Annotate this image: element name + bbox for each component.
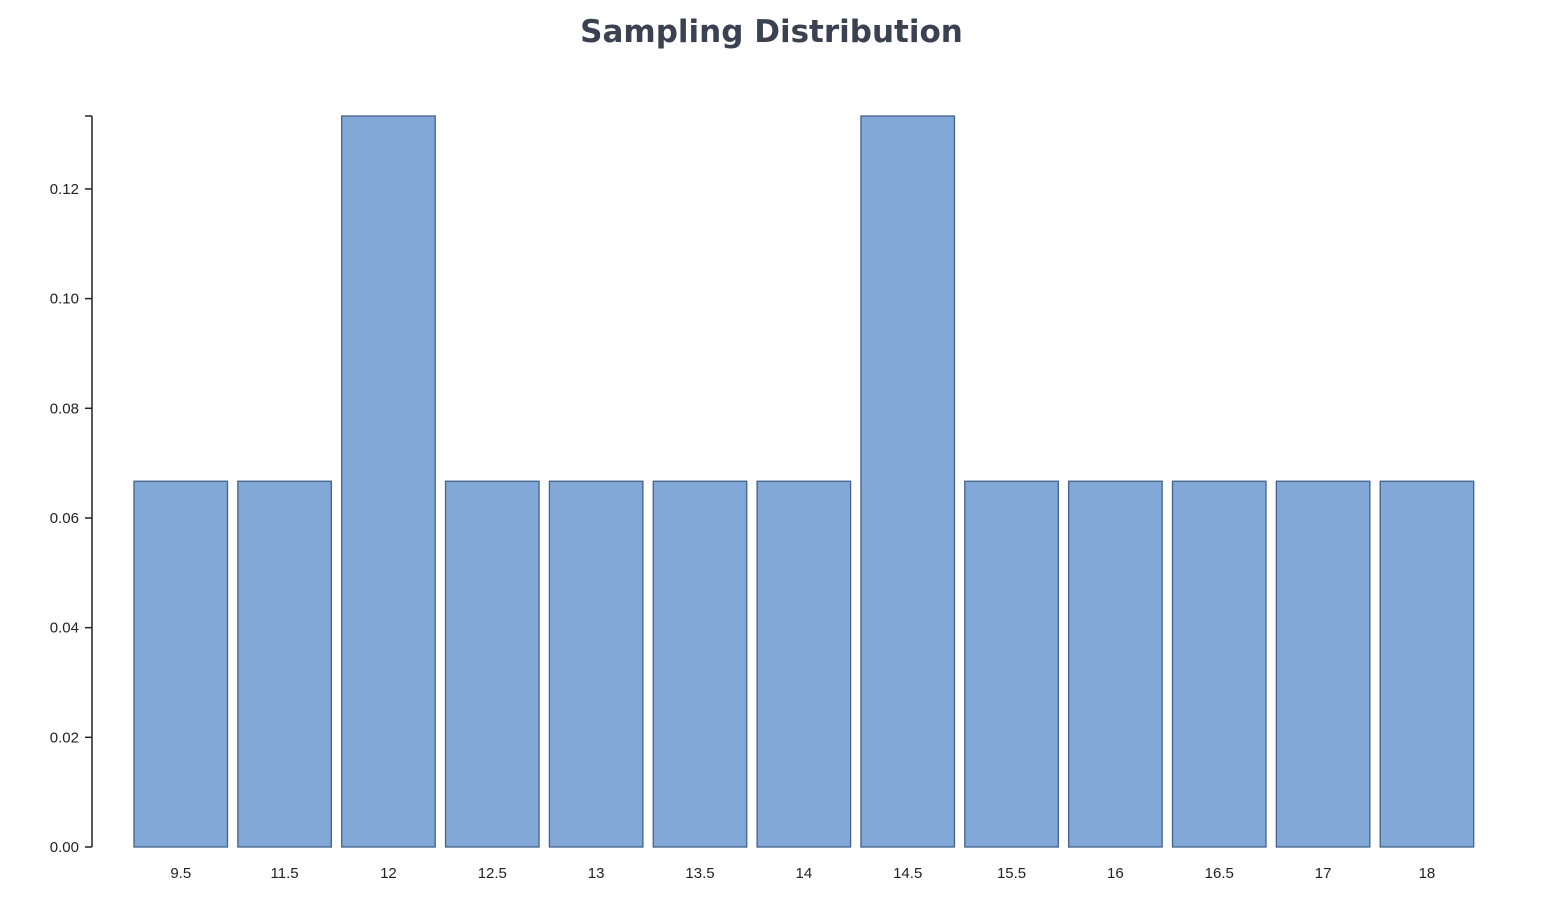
bar-12 [341, 115, 436, 848]
x-tick-label: 17 [1315, 865, 1332, 882]
y-axis: 0.00 0.02 0.04 0.06 0.08 0.10 0.12 [50, 115, 93, 856]
chart-title: Sampling Distribution [580, 14, 963, 50]
bar-11-5 [237, 480, 333, 848]
bar-16 [1068, 480, 1163, 848]
x-tick-label: 13.5 [685, 865, 714, 882]
y-tick-label: 0.00 [50, 839, 79, 856]
y-tick-label: 0.08 [50, 400, 79, 417]
x-tick-label: 16 [1107, 865, 1124, 882]
x-tick-label: 11.5 [271, 865, 299, 882]
bar-16-5 [1171, 480, 1267, 848]
bar-14 [756, 480, 852, 848]
bar-14-5 [860, 115, 956, 848]
y-tick-label: 0.04 [50, 620, 79, 637]
bar-17 [1275, 480, 1371, 848]
bar-13-5 [652, 480, 748, 848]
x-axis-labels: 9.5 11.5 12 12.5 13 13.5 14 14.5 15.5 16 16.5 17 18 [170, 865, 1435, 882]
y-tick-label: 0.12 [50, 181, 79, 198]
x-tick-label: 15.5 [997, 865, 1026, 882]
x-tick-label: 14.5 [893, 865, 922, 882]
bar-13 [548, 480, 644, 848]
bar-15-5 [964, 480, 1059, 848]
bar-9-5 [133, 480, 229, 848]
y-tick-label: 0.10 [50, 291, 79, 308]
x-tick-label: 12.5 [478, 865, 507, 882]
x-tick-label: 16.5 [1205, 865, 1234, 882]
bar-18 [1379, 480, 1475, 848]
y-tick-label: 0.02 [50, 729, 79, 746]
x-tick-label: 12 [380, 865, 397, 882]
x-tick-label: 14 [796, 865, 813, 882]
bars [133, 115, 1475, 848]
x-tick-label: 9.5 [170, 865, 191, 882]
bar-12-5 [444, 480, 540, 848]
x-tick-label: 13 [588, 865, 605, 882]
x-tick-label: 18 [1419, 865, 1436, 882]
y-tick-label: 0.06 [50, 510, 79, 527]
